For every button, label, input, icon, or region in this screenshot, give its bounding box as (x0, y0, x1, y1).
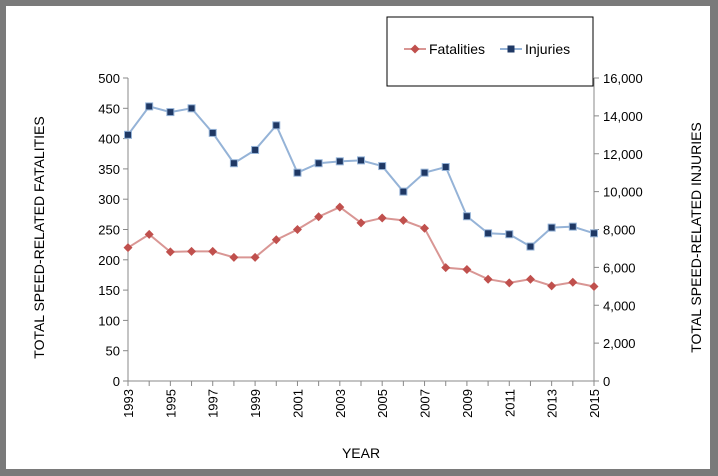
right-tick-label: 4,000 (603, 298, 636, 313)
fatalities-point (335, 202, 345, 212)
injuries-point (124, 130, 132, 139)
injuries-point (526, 242, 535, 251)
fatalities-point (314, 212, 324, 222)
right-tick-label: 12,000 (603, 147, 643, 162)
series-layer (123, 102, 599, 291)
fatalities-point (568, 277, 578, 287)
injuries-point (568, 222, 577, 231)
injuries-point (441, 163, 450, 172)
right-axis-title: TOTAL SPEED-RELATED INJURIES (688, 122, 704, 353)
injuries-point (166, 108, 175, 117)
injuries-point (187, 104, 196, 113)
x-tick-label: 2001 (290, 389, 305, 418)
fatalities-point (123, 243, 133, 253)
x-tick-label: 2013 (545, 389, 560, 418)
right-tick-label: 0 (603, 374, 610, 389)
x-tick-label: 2007 (418, 389, 433, 418)
x-tick-label: 1999 (248, 389, 263, 418)
legend-injuries-label: Injuries (525, 41, 570, 57)
legend-box (386, 16, 594, 87)
line-chart: 0 50 100 150 200 250 300 350 400 450 500 0 2,000 4,0… (31, 16, 704, 461)
legend-fatalities-label: Fatalities (429, 41, 485, 57)
fatalities-point (483, 274, 493, 284)
left-tick-label: 0 (113, 374, 120, 389)
fatalities-point (187, 246, 197, 256)
fatalities-point (292, 225, 302, 234)
fatalities-point (398, 215, 408, 225)
injuries-point (547, 223, 556, 232)
injuries-point (145, 102, 154, 111)
fatalities-point (525, 274, 535, 284)
x-tick-label: 1993 (121, 389, 136, 418)
left-tick-label: 150 (98, 283, 120, 298)
injuries-point (505, 230, 514, 239)
fatalities-point (377, 213, 387, 223)
x-tick-label: 2011 (502, 389, 517, 417)
injuries-point (335, 157, 344, 166)
right-axis-ticks: 0 2,000 4,000 6,000 8,000 10,000 12,000 14,000 1… (594, 71, 643, 389)
left-tick-label: 50 (106, 344, 120, 359)
fatalities-point (547, 281, 557, 291)
x-tick-label: 1995 (163, 389, 178, 418)
injuries-point (357, 156, 365, 165)
left-tick-label: 100 (98, 313, 120, 328)
x-tick-label: 2005 (375, 389, 390, 418)
injuries-point (251, 145, 260, 154)
left-tick-label: 450 (98, 101, 120, 116)
axes (127, 78, 595, 382)
fatalities-point (250, 252, 260, 262)
fatalities-point (271, 235, 281, 245)
injuries-point (378, 162, 387, 171)
left-tick-label: 350 (98, 162, 120, 177)
right-tick-label: 10,000 (603, 185, 643, 200)
fatalities-point (356, 218, 366, 228)
fatalities-point (589, 281, 599, 291)
left-tick-label: 250 (98, 223, 120, 238)
left-tick-label: 500 (98, 71, 120, 86)
left-tick-label: 400 (98, 132, 120, 147)
injuries-point (229, 159, 238, 168)
fatalities-point (144, 229, 154, 239)
injuries-point (314, 159, 323, 168)
fatalities-point (208, 246, 218, 256)
injuries-point (420, 168, 429, 177)
x-tick-label: 2015 (587, 389, 602, 418)
injuries-point (462, 212, 471, 221)
fatalities-point (165, 247, 175, 257)
left-axis-ticks: 0 50 100 150 200 250 300 350 400 450 500 (98, 71, 128, 389)
left-tick-label: 300 (98, 192, 120, 207)
fatalities-point (504, 278, 514, 288)
fatalities-point (229, 252, 239, 262)
injuries-point (590, 229, 598, 238)
x-tick-label: 2009 (460, 389, 475, 418)
legend-fatalities-marker (410, 44, 420, 54)
x-tick-label: 1997 (206, 389, 221, 418)
left-axis-title: TOTAL SPEED-RELATED FATALITIES (31, 116, 47, 358)
x-tick-label: 2003 (333, 389, 348, 418)
injuries-point (399, 187, 408, 196)
fatalities-point (420, 223, 430, 233)
right-tick-label: 14,000 (603, 109, 643, 124)
injuries-point (208, 128, 217, 137)
injuries-point (272, 121, 281, 130)
legend-injuries-marker (507, 45, 515, 53)
fatalities-point (441, 263, 451, 273)
injuries-point (293, 168, 302, 177)
legend: Fatalities Injuries (386, 16, 594, 87)
injuries-point (484, 229, 493, 238)
left-tick-label: 200 (98, 253, 120, 268)
right-tick-label: 2,000 (603, 336, 636, 351)
chart-frame: 0 50 100 150 200 250 300 350 400 450 500 0 2,000 4,0… (6, 6, 710, 469)
right-tick-label: 16,000 (603, 71, 643, 86)
right-tick-label: 6,000 (603, 260, 636, 275)
x-axis-ticks: 1993 1995 1997 1999 2001 2003 2005 2007 2009 2011… (121, 381, 602, 418)
x-axis-title: YEAR (342, 445, 380, 461)
right-tick-label: 8,000 (603, 223, 636, 238)
fatalities-point (462, 264, 472, 274)
